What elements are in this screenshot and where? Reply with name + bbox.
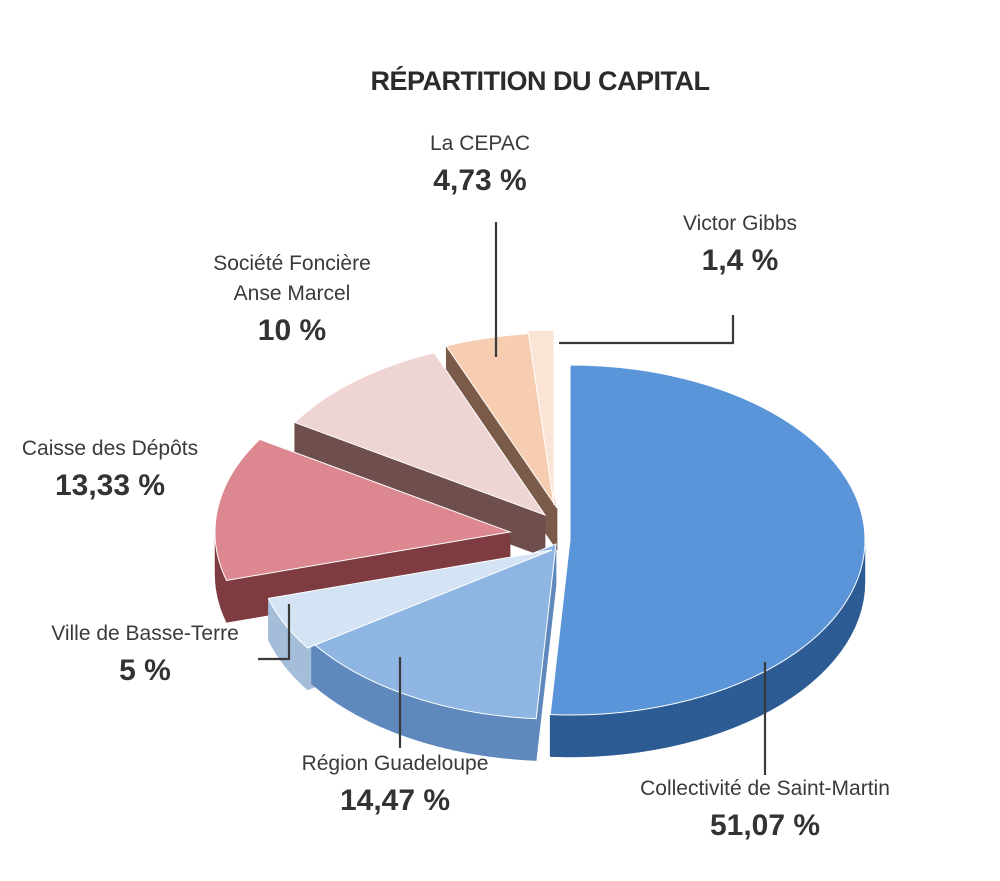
slice-name-label: Ville de Basse-Terre (51, 622, 239, 645)
slice-value-label: 51,07 % (710, 809, 820, 842)
pie-slice (293, 352, 547, 517)
slice-labels: Collectivité de Saint-Martin 51,07 % Régio… (22, 132, 890, 842)
slice-name-label: Région Guadeloupe (302, 752, 489, 775)
slice-name-label: La CEPAC (430, 132, 530, 155)
pie-slice (310, 543, 557, 720)
slice-value-label: 4,73 % (433, 164, 526, 197)
leader-lines (258, 222, 767, 775)
slice-value-label: 10 % (258, 314, 326, 347)
pie-tops (214, 329, 866, 720)
slice-name-label: Société Foncière Anse Marcel (213, 252, 371, 305)
pie-slice (549, 364, 866, 716)
slice-value-label: 14,47 % (340, 784, 450, 817)
leader-line (559, 315, 735, 345)
slice-name-label: Caisse des Dépôts (22, 437, 198, 460)
leader-line (258, 604, 291, 661)
chart-title: RÉPARTITION DU CAPITAL (371, 65, 710, 96)
slice-name-label: Collectivité de Saint-Martin (640, 777, 890, 800)
slice-value-label: 13,33 % (55, 469, 165, 502)
slice-value-label: 5 % (119, 654, 171, 687)
slice-value-label: 1,4 % (702, 244, 779, 277)
slice-name-label: Victor Gibbs (683, 212, 797, 235)
pie-slice (527, 329, 555, 506)
pie-slice (267, 549, 553, 649)
pie-slice (214, 438, 512, 581)
